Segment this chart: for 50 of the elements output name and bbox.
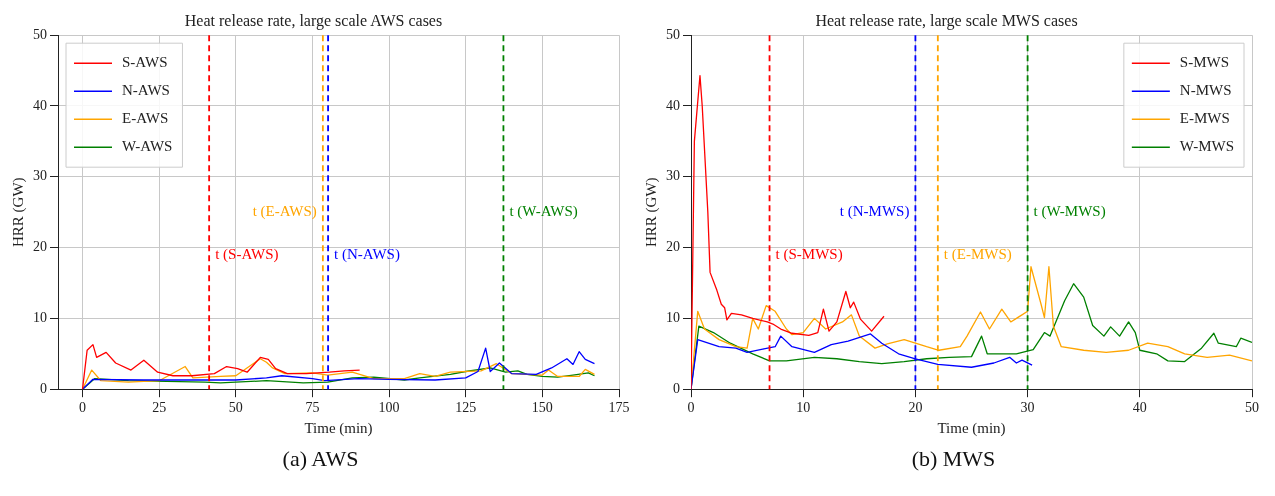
y-axis-title: HRR (GW) <box>9 177 27 247</box>
x-tick-label: 100 <box>378 400 400 416</box>
ref-line-label: t (S-AWS) <box>215 245 279 263</box>
legend-label: S-AWS <box>122 54 168 71</box>
y-tick-label: 50 <box>33 26 47 42</box>
y-tick-label: 30 <box>666 168 680 184</box>
legend-label: E-AWS <box>122 110 169 127</box>
x-tick-label: 50 <box>1245 400 1259 416</box>
ref-line-label: t (E-MWS) <box>943 245 1012 263</box>
x-axis-title: Time (min) <box>304 419 373 437</box>
x-tick-label: 0 <box>687 400 695 416</box>
y-tick-label: 30 <box>33 168 47 184</box>
y-tick-label: 40 <box>33 97 47 113</box>
ref-line-label: t (W-AWS) <box>509 203 578 221</box>
x-tick-label: 75 <box>305 400 320 416</box>
y-axis-title: HRR (GW) <box>642 177 660 247</box>
text: (a) AWS <box>282 446 359 472</box>
legend-label: N-AWS <box>122 82 170 99</box>
y-tick-label: 10 <box>666 310 680 326</box>
x-tick-label: 150 <box>531 400 553 416</box>
ref-line-label: t (N-MWS) <box>839 203 910 221</box>
y-tick-label: 20 <box>666 239 680 255</box>
ref-line-label: t (S-MWS) <box>775 245 843 263</box>
x-tick-label: 125 <box>455 400 477 416</box>
y-tick-label: 0 <box>40 380 47 396</box>
y-tick-label: 0 <box>673 380 680 396</box>
x-tick-label: 20 <box>908 400 923 416</box>
x-tick-label: 40 <box>1132 400 1147 416</box>
x-tick-label: 30 <box>1020 400 1035 416</box>
chart-title: Heat release rate, large scale AWS cases <box>184 11 443 30</box>
ref-line-label: t (N-AWS) <box>334 245 400 263</box>
y-tick-label: 10 <box>33 310 47 326</box>
y-tick-label: 20 <box>33 239 47 255</box>
x-tick-label: 0 <box>79 400 87 416</box>
legend-label: W-MWS <box>1179 138 1235 155</box>
ref-line-label: t (E-AWS) <box>252 203 317 221</box>
x-tick-label: 10 <box>796 400 811 416</box>
legend-label: S-MWS <box>1179 54 1230 71</box>
x-tick-label: 25 <box>152 400 167 416</box>
x-tick-label: 175 <box>608 400 630 416</box>
y-tick-label: 40 <box>666 97 680 113</box>
x-tick-label: 50 <box>228 400 243 416</box>
x-axis-title: Time (min) <box>937 419 1006 437</box>
legend-label: W-AWS <box>122 138 173 155</box>
legend-label: E-MWS <box>1179 110 1230 127</box>
text: (b) MWS <box>911 446 996 472</box>
y-tick-label: 50 <box>666 26 680 42</box>
ref-line-label: t (W-MWS) <box>1033 203 1106 221</box>
legend-label: N-MWS <box>1179 82 1232 99</box>
chart-title: Heat release rate, large scale MWS cases <box>815 11 1078 30</box>
